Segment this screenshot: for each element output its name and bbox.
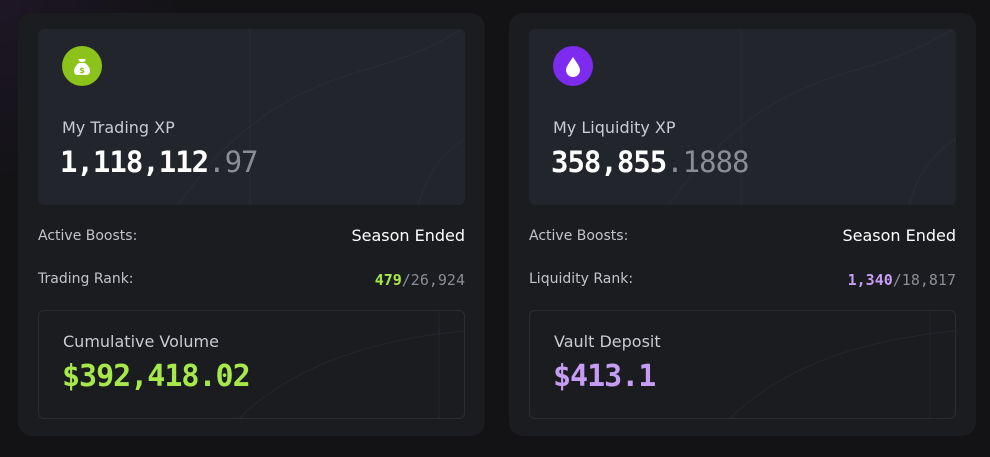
stat-panel: Cumulative Volume $392,418.02 — [38, 310, 465, 419]
xp-fraction: .1888 — [666, 145, 749, 179]
boost-value: Season Ended — [842, 226, 956, 245]
xp-whole: 1,118,112 — [60, 145, 209, 179]
stat-value: $413.1 — [553, 359, 656, 394]
rank-label: Liquidity Rank: — [529, 271, 634, 287]
money-icon: $ — [62, 46, 102, 86]
rank-value: 1,340/18,817 — [848, 271, 956, 289]
stat-label: Vault Deposit — [554, 332, 661, 351]
stat-panel: Vault Deposit $413.1 — [529, 310, 956, 419]
boost-row: Active Boosts: Season Ended — [38, 226, 465, 245]
xp-label: My Liquidity XP — [553, 118, 676, 137]
xp-label: My Trading XP — [62, 118, 175, 137]
rank-row: Trading Rank: 479/26,924 — [38, 271, 465, 289]
rank: 479 — [374, 271, 402, 289]
decoration — [668, 29, 956, 205]
xp-fraction: .97 — [208, 145, 258, 179]
rank-label: Trading Rank: — [38, 271, 134, 287]
boost-row: Active Boosts: Season Ended — [529, 226, 956, 245]
drop-icon — [553, 46, 593, 86]
xp-value: 1,118,112.97 — [60, 145, 259, 179]
boost-label: Active Boosts: — [38, 228, 138, 244]
decoration — [238, 311, 464, 418]
trading-card: $ My Trading XP 1,118,112.97 Active Boos… — [18, 13, 485, 436]
boost-value: Season Ended — [351, 226, 465, 245]
rank-row: Liquidity Rank: 1,340/18,817 — [529, 271, 956, 289]
rank-total: /18,817 — [892, 271, 956, 289]
rank-value: 479/26,924 — [375, 271, 465, 289]
stat-value: $392,418.02 — [62, 359, 251, 394]
rank-total: /26,924 — [401, 271, 465, 289]
decoration — [729, 311, 955, 418]
xp-panel: My Liquidity XP 358,855.1888 — [529, 29, 956, 205]
stat-label: Cumulative Volume — [63, 332, 219, 351]
xp-whole: 358,855 — [551, 145, 667, 179]
xp-panel: $ My Trading XP 1,118,112.97 — [38, 29, 465, 205]
liquidity-card: My Liquidity XP 358,855.1888 Active Boos… — [509, 13, 976, 436]
svg-text:$: $ — [79, 66, 85, 75]
xp-value: 358,855.1888 — [551, 145, 750, 179]
rank: 1,340 — [847, 271, 893, 289]
boost-label: Active Boosts: — [529, 228, 629, 244]
decoration — [177, 29, 465, 205]
